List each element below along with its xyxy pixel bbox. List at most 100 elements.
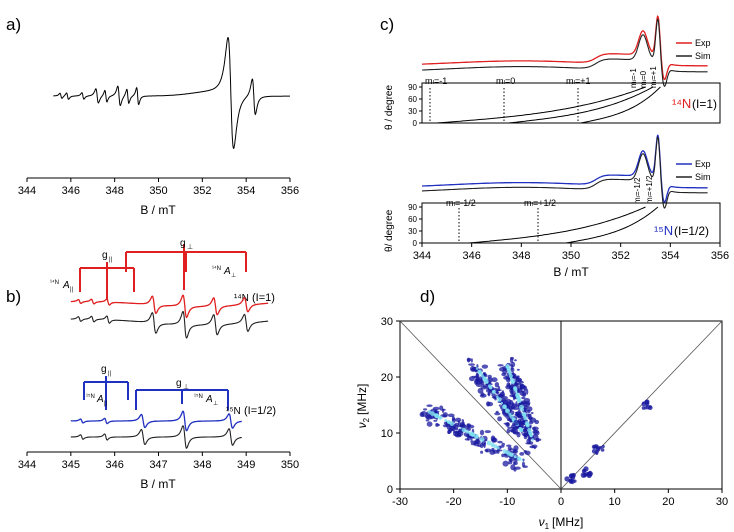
hyscore-peak-point [528, 421, 534, 425]
theta-tick-label: 60 [408, 215, 417, 224]
ml-top-v-plus1: mₗ=+1 [649, 66, 658, 88]
hyscore-peak-point [519, 452, 525, 456]
y-unit: [MHz] [355, 384, 369, 415]
hyscore-peak-core [510, 379, 515, 385]
hyscore-peak-core [487, 384, 492, 388]
hyscore-peak-point [466, 358, 472, 362]
hyscore-cross-peak [595, 446, 601, 452]
c-x-tick-label: 346 [462, 250, 480, 262]
hyscore-peak-point [426, 404, 433, 408]
hyscore-cross-peak [569, 473, 574, 478]
hyscore-peak-point [455, 430, 459, 434]
hyscore-peak-point [495, 410, 499, 414]
a14-perp-sub: ⊥ [231, 272, 236, 279]
hyscore-peak-point [527, 416, 533, 420]
panel-a-x-ticks: 344 346 348 350 352 354 356 [18, 178, 299, 197]
hyscore-diag-left [399, 320, 562, 490]
hyscore-peak-point [423, 408, 428, 411]
hyscore-peak-core [513, 455, 517, 459]
hyscore-peak-point [513, 403, 518, 408]
hyscore-peak-point [468, 363, 475, 366]
d-x-tick-label: -10 [499, 496, 515, 508]
hyscore-peak-point [502, 460, 509, 467]
hyscore-peak-core [477, 369, 483, 375]
a15-par-label: A [96, 394, 104, 405]
a14-perp-pre: ¹⁴N [212, 265, 221, 272]
theta-tick-label: 30 [408, 227, 417, 236]
hyscore-peak-core [484, 379, 487, 382]
legend-bottom: Exp Sim [676, 159, 711, 182]
n15-sim-trace [70, 425, 242, 449]
c-x-tick-label: 344 [413, 250, 431, 262]
c-n15-isotope: ¹⁵N [654, 223, 673, 238]
ml-top-plus1: mₗ=+1 [566, 76, 591, 86]
d-x-tick-label: 30 [716, 496, 728, 508]
hyscore-peak-point [510, 391, 514, 395]
hyscore-cross-peak [595, 452, 599, 455]
hyscore-peak-point [484, 430, 491, 434]
hyscore-peak-point [454, 422, 460, 426]
theta-bottom-ylabel: θ/ degree [384, 209, 395, 252]
a15-perp-label: A [205, 394, 213, 405]
panel-b-label: b) [6, 287, 21, 306]
d-y-tick-label: 10 [381, 428, 393, 440]
d-x-tick-label: 0 [558, 496, 564, 508]
hyscore-y-label: ν2 [MHz] [355, 384, 371, 429]
hyscore-peak-point [509, 400, 513, 403]
legend-bottom-sim: Sim [695, 172, 711, 182]
hyscore-peak-point [486, 401, 491, 407]
hyscore-peak-point [459, 423, 463, 428]
hyscore-peak-point [494, 382, 500, 388]
hyscore-diag-right [560, 320, 723, 490]
hyscore-peak-point [519, 384, 523, 390]
b-x-tick-label: 345 [62, 459, 80, 471]
hyscore-peak-point [522, 390, 525, 394]
panel-a-spectrum [53, 36, 290, 150]
hyscore-peak-point [529, 424, 532, 429]
hyscore-peak-point [509, 394, 515, 398]
n14-exp-trace [70, 294, 269, 319]
hyscore-cross-peak [564, 476, 570, 482]
hyscore-peak-point [519, 419, 523, 425]
legend-top-exp: Exp [695, 38, 711, 48]
panel-a: a) 344 346 348 350 352 354 356 B / mT [6, 15, 299, 217]
d-x-tick-label: -30 [392, 496, 408, 508]
hyscore-peak-point [476, 364, 479, 369]
c-n14-sim-trace [422, 18, 708, 87]
a15-par-pre: ¹⁵N [86, 393, 95, 400]
a15-perp-sub: ⊥ [213, 400, 218, 407]
hyscore-peak-core [492, 444, 495, 447]
hyscore-peak-point [494, 412, 501, 416]
x-sym: ν [539, 515, 545, 529]
hyscore-peak-core [434, 413, 440, 419]
theta-tick-label: 60 [408, 95, 417, 104]
hyscore-peak-core [492, 390, 496, 394]
hyscore-peak-point [498, 404, 502, 407]
hyscore-peak-core [521, 459, 524, 462]
panel-b-x-ticks: 344 345 346 347 348 349 350 [18, 452, 299, 471]
hyscore-peak-point [497, 385, 501, 392]
hyscore-peak-point [510, 464, 516, 471]
d-x-tick-label: 20 [662, 496, 674, 508]
n14-annotations: g || g ⊥ ¹⁴N A || ¹⁴N A ⊥ ¹⁴N (I=1) [50, 238, 275, 304]
theta-top-ticks: 0 30 60 90 [408, 83, 422, 128]
b-x-tick-label: 349 [237, 459, 255, 471]
hyscore-peak-point [491, 377, 498, 383]
hyscore-peak-core [521, 412, 527, 417]
n15-isotope: ¹⁵N [226, 406, 241, 417]
hyscore-peak-point [447, 429, 451, 435]
legend-bottom-exp: Exp [695, 159, 711, 169]
theta-bottom-ml-minus-half [469, 206, 646, 244]
hyscore-peak-point [509, 428, 517, 433]
d-y-tick-label: 0 [387, 484, 393, 496]
hyscore-peak-point [514, 359, 517, 362]
hyscore-peak-core [475, 435, 479, 439]
hyscore-peak-core [505, 408, 510, 414]
hyscore-peak-point [446, 425, 451, 430]
hyscore-peaks [419, 356, 653, 485]
hyscore-peak-core [459, 427, 462, 430]
hyscore-cross-peak [600, 448, 605, 452]
hyscore-peak-point [535, 438, 542, 442]
hyscore-peak-point [509, 357, 514, 364]
